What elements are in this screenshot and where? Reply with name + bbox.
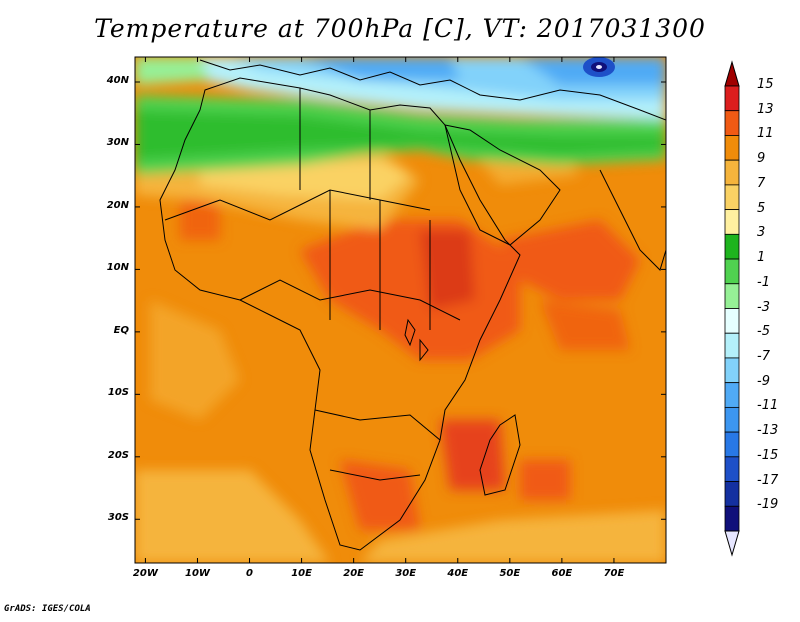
colorbar-label: 5 bbox=[757, 200, 766, 216]
colorbar-swatch bbox=[724, 184, 740, 211]
africa-coastline bbox=[159, 77, 521, 551]
field-sahara-pale bbox=[200, 160, 410, 200]
field-arabian-sea-warm bbox=[500, 220, 640, 300]
lat-label-20n: 20N bbox=[106, 199, 129, 211]
temperature-field bbox=[135, 57, 666, 563]
lon-label-20w: 20W bbox=[132, 568, 158, 579]
colorbar-swatch bbox=[724, 357, 740, 384]
colorbar-label: 15 bbox=[757, 77, 774, 92]
colorbar-label: -7 bbox=[757, 348, 770, 364]
colorbar-label: -1 bbox=[757, 274, 770, 290]
great-lakes bbox=[404, 318, 429, 362]
colorbar bbox=[724, 60, 740, 557]
colorbar-top-triangle bbox=[724, 60, 740, 87]
lat-label-10s: 10S bbox=[107, 387, 129, 399]
lat-label-20s: 20S bbox=[107, 449, 129, 461]
field-s-ocean bbox=[360, 510, 666, 563]
credit-text: GrADS: IGES/COLA bbox=[4, 604, 91, 614]
field-atlantic-patch bbox=[150, 300, 240, 420]
lon-label-40e: 40E bbox=[447, 568, 469, 579]
map-frame bbox=[134, 56, 667, 564]
field-mozambique-hot bbox=[440, 420, 505, 490]
colorbar-swatch bbox=[724, 258, 740, 285]
colorbar-label: 13 bbox=[757, 101, 774, 117]
coastlines bbox=[159, 59, 666, 551]
axis-ticks bbox=[135, 57, 666, 563]
colorbar-label: 7 bbox=[757, 175, 766, 191]
lon-label-10w: 10W bbox=[184, 568, 210, 579]
lon-label-70e: 70E bbox=[603, 568, 625, 579]
lon-label-30e: 30E bbox=[395, 568, 417, 579]
colorbar-swatch bbox=[724, 283, 740, 309]
lon-label-20e: 20E bbox=[343, 568, 365, 579]
colorbar-swatch bbox=[724, 233, 740, 260]
lat-label-30n: 30N bbox=[106, 137, 129, 149]
colorbar-swatch bbox=[724, 505, 740, 532]
lon-label-50e: 50E bbox=[499, 568, 521, 579]
colorbar-swatch bbox=[724, 308, 740, 334]
colorbar-label: -15 bbox=[757, 447, 779, 463]
lon-label-0: 0 bbox=[246, 568, 253, 579]
lon-label-60e: 60E bbox=[551, 568, 573, 579]
border-central bbox=[239, 279, 461, 321]
colorbar-swatch bbox=[724, 110, 740, 136]
europe-coastline bbox=[199, 59, 666, 121]
border-ns bbox=[299, 88, 431, 330]
field-sw-ocean bbox=[135, 470, 330, 563]
colorbar-label: -3 bbox=[757, 299, 770, 315]
colorbar-label: 11 bbox=[757, 126, 774, 142]
colorbar-swatch bbox=[724, 382, 740, 408]
lat-label-40n: 40N bbox=[106, 74, 129, 86]
field-atlantic-nw bbox=[135, 57, 210, 85]
lon-label-10e: 10E bbox=[291, 568, 312, 579]
colorbar-swatch bbox=[724, 431, 740, 458]
chart-title: Temperature at 700hPa [C], VT: 201703130… bbox=[94, 14, 706, 43]
field-indian-ocean-warm bbox=[540, 300, 630, 350]
colorbar-label: -19 bbox=[757, 497, 779, 513]
field-cold-med bbox=[300, 57, 460, 80]
lat-label-10n: 10N bbox=[106, 262, 129, 274]
arabia-coastline bbox=[444, 124, 561, 246]
colorbar-swatch bbox=[724, 135, 740, 161]
colorbar-label: -17 bbox=[757, 472, 779, 488]
colorbar-swatch bbox=[724, 85, 740, 112]
colorbar-label: -11 bbox=[757, 398, 779, 414]
colorbar-label: 9 bbox=[757, 151, 766, 167]
field-sahara-warm bbox=[180, 200, 220, 240]
field-ethiopia-hot bbox=[420, 230, 475, 310]
colorbar-swatch bbox=[724, 332, 740, 359]
field-green-dark bbox=[135, 110, 666, 160]
colorbar-swatch bbox=[724, 159, 740, 186]
colorbar-swatch bbox=[724, 456, 740, 482]
colorbar-swatch bbox=[724, 481, 740, 507]
colorbar-bottom-triangle bbox=[724, 530, 740, 557]
field-madagascar-east bbox=[520, 460, 570, 500]
field-cold-core-center bbox=[596, 65, 602, 69]
colorbar-swatch bbox=[724, 406, 740, 433]
india-coastline bbox=[599, 169, 666, 271]
lat-label-eq: EQ bbox=[113, 324, 129, 336]
colorbar-label: -9 bbox=[757, 373, 770, 389]
border-south bbox=[314, 409, 441, 481]
madagascar-coastline bbox=[479, 414, 521, 496]
lat-label-30s: 30S bbox=[107, 512, 129, 524]
colorbar-label: -13 bbox=[757, 423, 779, 439]
colorbar-label: 1 bbox=[757, 250, 766, 266]
colorbar-swatch bbox=[724, 209, 740, 235]
colorbar-label: 3 bbox=[757, 225, 766, 241]
colorbar-label: -5 bbox=[757, 324, 770, 340]
